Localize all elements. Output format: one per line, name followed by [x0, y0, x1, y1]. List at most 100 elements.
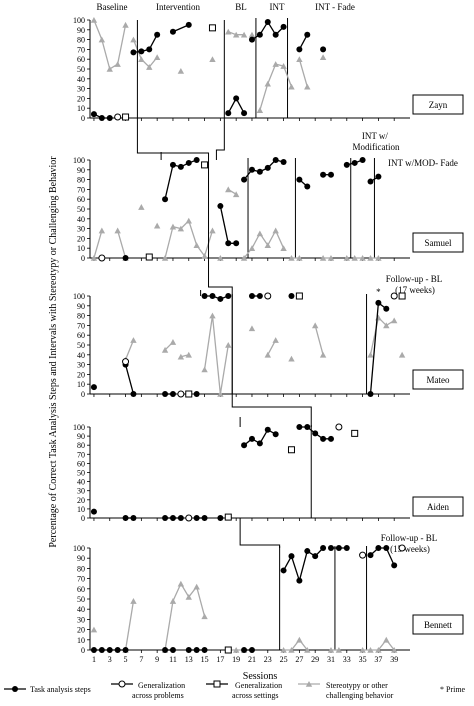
participant-name: Zayn: [429, 100, 448, 110]
stereotypy-point: [90, 626, 98, 633]
stereotypy-point: [304, 647, 311, 653]
task-steps-point: [90, 384, 97, 391]
y-tick-label: 100: [73, 292, 85, 301]
stereotypy-point: [114, 61, 121, 67]
task-steps-point: [106, 647, 113, 653]
task-steps-point: [177, 163, 184, 170]
stereotypy-point: [367, 647, 374, 653]
y-tick-label: 30: [77, 361, 85, 370]
task-steps-point: [193, 391, 200, 397]
task-steps-point: [280, 567, 287, 574]
task-steps-point: [169, 515, 176, 521]
generalization-settings-point: [224, 513, 232, 521]
stereotypy-point: [319, 351, 327, 358]
task-steps-point: [312, 430, 319, 437]
task-steps-point: [343, 545, 350, 551]
y-tick-label: 30: [77, 487, 85, 496]
stereotypy-point: [398, 351, 406, 358]
stereotypy-point: [209, 227, 216, 234]
y-tick-label: 40: [77, 605, 85, 614]
phase-title-int-mod: INT w/ Modification: [353, 131, 400, 152]
stereotypy-point: [232, 647, 240, 653]
y-tick-label: 20: [77, 496, 85, 505]
stereotypy-point: [256, 230, 264, 237]
stereotypy-point: [153, 54, 161, 61]
task-steps-point: [320, 545, 327, 551]
task-steps-point: [304, 548, 311, 555]
task-steps-point: [225, 110, 232, 117]
task-steps-point: [217, 515, 224, 521]
participant-name: Samuel: [425, 238, 452, 248]
task-steps-point: [383, 305, 390, 312]
y-tick-label: 70: [77, 575, 85, 584]
y-tick-label: 10: [77, 505, 85, 514]
task-steps-line: [370, 547, 395, 566]
y-axis-title: Percentage of Correct Task Analysis Step…: [48, 156, 59, 548]
task-steps-point: [359, 157, 366, 163]
task-steps-point: [217, 203, 224, 210]
x-tick-label: 25: [280, 655, 288, 664]
task-steps-point: [193, 157, 200, 163]
generalization-problems-point: [177, 390, 185, 398]
stereotypy-point: [185, 351, 192, 358]
y-tick-label: 40: [77, 75, 85, 84]
task-steps-point: [296, 176, 303, 183]
stereotypy-point: [193, 242, 200, 249]
task-steps-point: [185, 647, 192, 653]
x-tick-label: 3: [108, 655, 112, 664]
intervention-phase-line-bennett: [239, 518, 281, 548]
stereotypy-point: [367, 255, 374, 261]
y-tick-label: 100: [73, 16, 85, 25]
stereotypy-point: [248, 325, 256, 332]
stereotypy-point: [351, 255, 358, 261]
task-steps-point: [343, 161, 350, 168]
y-tick-label: 50: [77, 205, 85, 214]
stereotypy-point: [177, 225, 185, 232]
x-tick-label: 19: [232, 655, 240, 664]
stereotypy-line: [203, 315, 229, 395]
y-tick-label: 90: [77, 302, 85, 311]
y-tick-label: 10: [77, 244, 85, 253]
y-tick-label: 80: [77, 312, 85, 321]
task-steps-point: [248, 293, 255, 299]
task-steps-point: [248, 36, 255, 43]
task-steps-point: [209, 293, 216, 299]
task-steps-point: [225, 240, 232, 247]
y-tick-label: 60: [77, 585, 85, 594]
intervention-phase-line: [136, 20, 312, 427]
stereotypy-point: [201, 613, 208, 620]
stereotypy-point: [177, 353, 185, 360]
task-steps-point: [177, 515, 184, 521]
participant-name: Mateo: [427, 375, 450, 385]
task-steps-point: [304, 424, 311, 430]
y-tick-label: 30: [77, 615, 85, 624]
stereotypy-point: [177, 580, 185, 587]
stereotypy-point: [130, 337, 137, 343]
task-steps-point: [304, 31, 311, 38]
stereotypy-point: [201, 253, 208, 259]
generalization-problems-point: [114, 113, 122, 121]
stereotypy-point: [272, 227, 279, 234]
x-tick-label: 7: [139, 655, 143, 664]
stereotypy-point: [288, 647, 295, 653]
y-tick-label: 0: [81, 254, 85, 263]
y-tick-label: 10: [77, 636, 85, 645]
participant-name-box: [412, 94, 464, 115]
legend-gen-settings-label: Generalization across settings: [232, 681, 282, 700]
task-steps-point: [185, 159, 192, 166]
stereotypy-point: [319, 54, 327, 61]
task-steps-point: [248, 166, 255, 173]
generalization-problems-point: [122, 358, 130, 366]
generalization-problems-point: [359, 551, 367, 559]
stereotypy-point: [296, 56, 303, 62]
x-tick-label: 9: [155, 655, 159, 664]
stereotypy-point: [98, 36, 106, 43]
stereotypy-point: [185, 593, 192, 600]
y-tick-label: 80: [77, 441, 85, 450]
task-steps-point: [90, 508, 97, 515]
stereotypy-point: [280, 647, 287, 653]
task-steps-point: [217, 295, 224, 302]
stereotypy-point: [280, 63, 287, 69]
